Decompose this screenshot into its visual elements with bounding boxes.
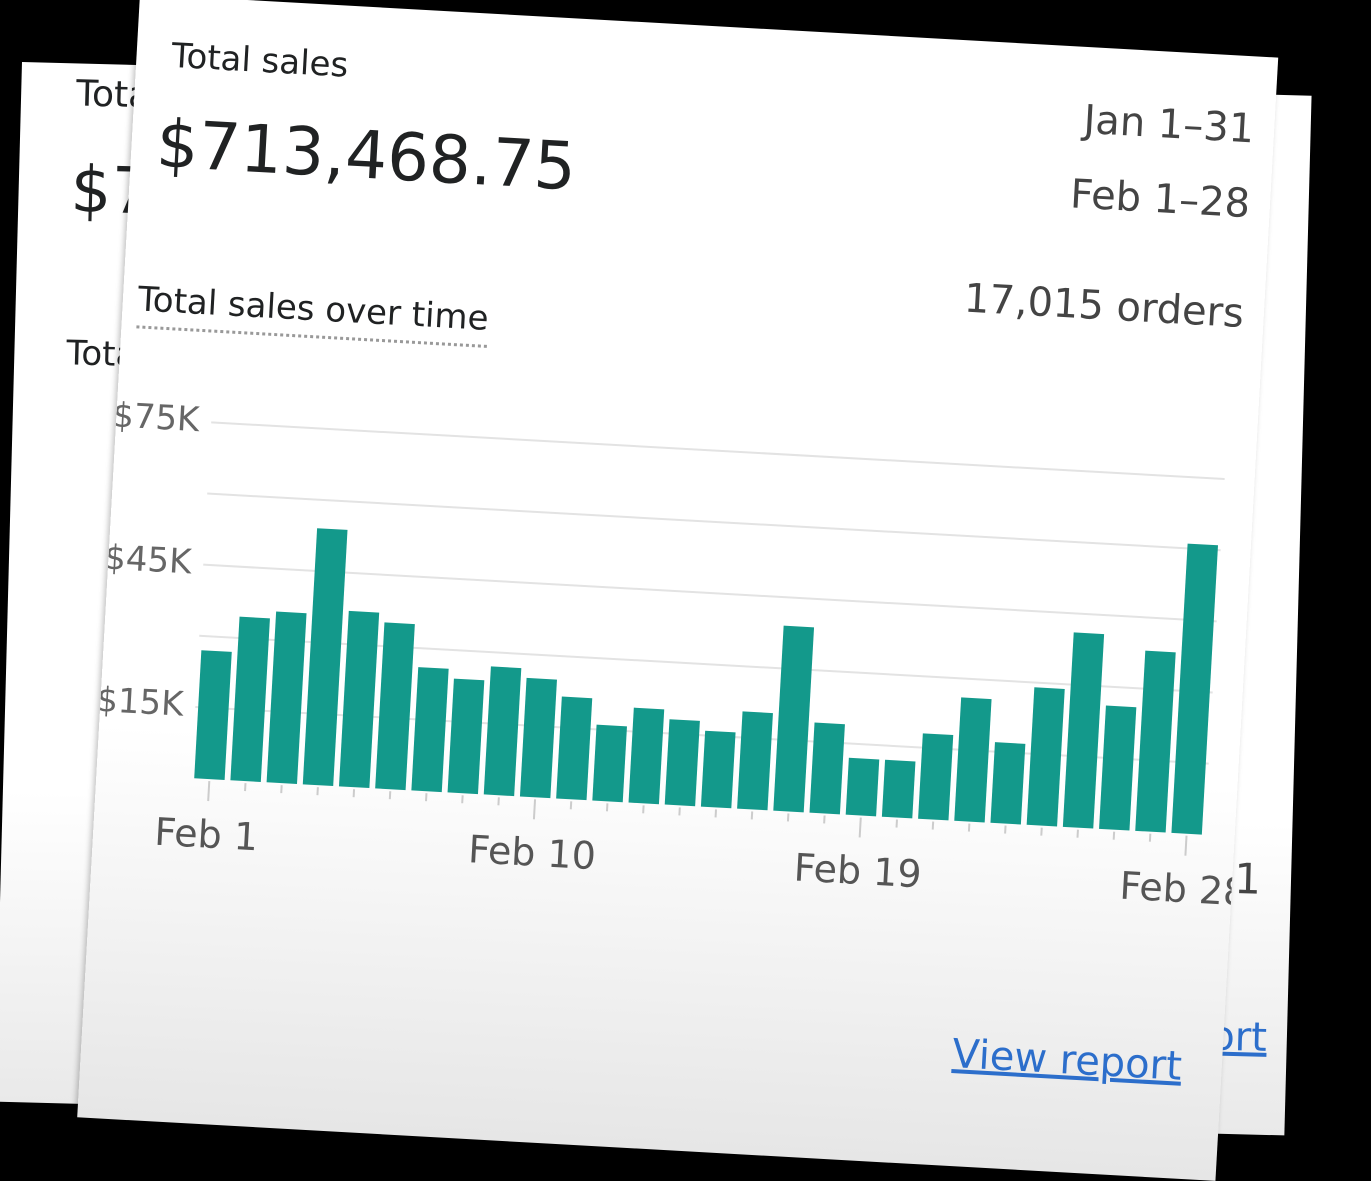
bar — [484, 666, 522, 796]
card-title: Total sales — [170, 36, 349, 86]
orders: 17,015 orders — [963, 276, 1245, 338]
x-tick — [860, 818, 861, 838]
bar — [448, 679, 485, 795]
bar — [737, 711, 773, 810]
y-tick-label: $15K — [95, 680, 186, 725]
chart-title: Total sales over time — [136, 279, 489, 348]
bar — [882, 760, 916, 819]
bar — [809, 723, 844, 815]
x-tick-label: Feb 28 — [1119, 864, 1249, 915]
grid-line — [211, 422, 1224, 479]
bar — [267, 612, 307, 784]
bar — [1063, 632, 1104, 828]
bar — [1171, 544, 1218, 835]
bar — [629, 708, 665, 805]
bar — [954, 697, 991, 822]
bar — [1135, 651, 1175, 833]
x-tick-label: Feb 10 — [467, 827, 597, 878]
view-report-link[interactable]: View report — [951, 1031, 1183, 1090]
bar — [1099, 706, 1136, 831]
y-tick-label: $75K — [111, 395, 202, 440]
y-tick-label: $45K — [103, 538, 194, 583]
x-tick-label: Feb 1 — [153, 810, 259, 860]
bar — [230, 617, 270, 782]
bar — [846, 758, 880, 817]
bar — [701, 731, 736, 809]
x-tick — [208, 781, 209, 801]
period: Feb 1–28 — [1069, 171, 1251, 227]
bar — [773, 626, 814, 813]
bar — [665, 719, 700, 806]
bar — [990, 742, 1025, 824]
bar — [339, 611, 379, 788]
x-tick — [1185, 836, 1186, 856]
total-value: $713,468.75 — [155, 105, 579, 205]
bar — [520, 678, 557, 798]
bar — [303, 528, 348, 786]
page: Total sales $713,468.75 Total sales over… — [0, 0, 1371, 1105]
bar — [375, 622, 415, 790]
grid-line-minor — [207, 494, 1220, 551]
bar — [918, 733, 953, 820]
bar — [1027, 687, 1065, 826]
bar — [556, 697, 592, 801]
x-tick — [534, 799, 535, 819]
front-card: Total sales $713,468.75 Jan 1–31 Feb 1–2… — [77, 0, 1278, 1181]
bar — [194, 650, 232, 780]
x-tick-label: Feb 19 — [793, 845, 923, 896]
chart: $15K $45K $75K Feb 1 Feb 10 Feb 19 Feb 28 — [88, 373, 1257, 996]
bar — [411, 667, 448, 792]
bar — [592, 725, 627, 803]
compare-period: Jan 1–31 — [1082, 97, 1255, 152]
